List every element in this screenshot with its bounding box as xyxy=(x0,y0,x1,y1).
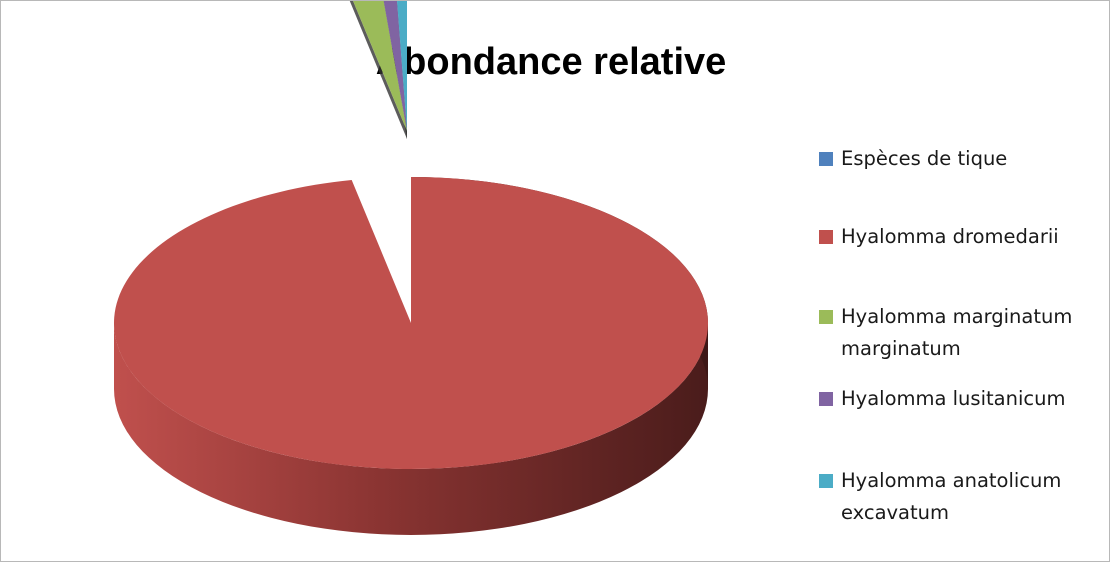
legend-item-hyalomma-anatolicum-excavatum: Hyalomma anatolicum excavatum xyxy=(819,465,1104,529)
legend-swatch-hyalomma-marginatum-marginatum xyxy=(819,310,833,324)
legend-label-hyalomma-lusitanicum: Hyalomma lusitanicum xyxy=(841,387,1066,410)
legend-label-hyalomma-marginatum-marginatum: Hyalomma marginatum marginatum xyxy=(841,305,1073,360)
pie-slice-hyalomma-anatolicum-excavatum xyxy=(397,1,407,131)
pie-slice-hyalomma-lusitanicum xyxy=(383,1,407,131)
legend-swatch-hyalomma-lusitanicum xyxy=(819,392,833,406)
chart-title: Abondance relative xyxy=(375,41,727,83)
pie-slice-hyalomma-marginatum-marginatum xyxy=(353,1,407,131)
legend-label-especes-de-tique: Espèces de tique xyxy=(841,147,1008,170)
legend-label-hyalomma-anatolicum-excavatum: Hyalomma anatolicum excavatum xyxy=(841,469,1062,524)
pie-top-group xyxy=(114,1,709,469)
legend-swatch-hyalomma-anatolicum-excavatum xyxy=(819,474,833,488)
pie-slice-hyalomma-dromedarii xyxy=(114,176,709,469)
legend-item-hyalomma-marginatum-marginatum: Hyalomma marginatum marginatum xyxy=(819,301,1104,365)
legend-swatch-hyalomma-dromedarii xyxy=(819,230,833,244)
legend-item-hyalomma-dromedarii: Hyalomma dromedarii xyxy=(819,221,1104,253)
legend-label-hyalomma-dromedarii: Hyalomma dromedarii xyxy=(841,225,1059,248)
legend-item-hyalomma-lusitanicum: Hyalomma lusitanicum xyxy=(819,383,1104,415)
legend-swatch-especes-de-tique xyxy=(819,152,833,166)
pie-slice-side-hyalomma-dromedarii xyxy=(114,323,708,535)
legend-item-especes-de-tique: Espèces de tique xyxy=(819,143,1104,175)
